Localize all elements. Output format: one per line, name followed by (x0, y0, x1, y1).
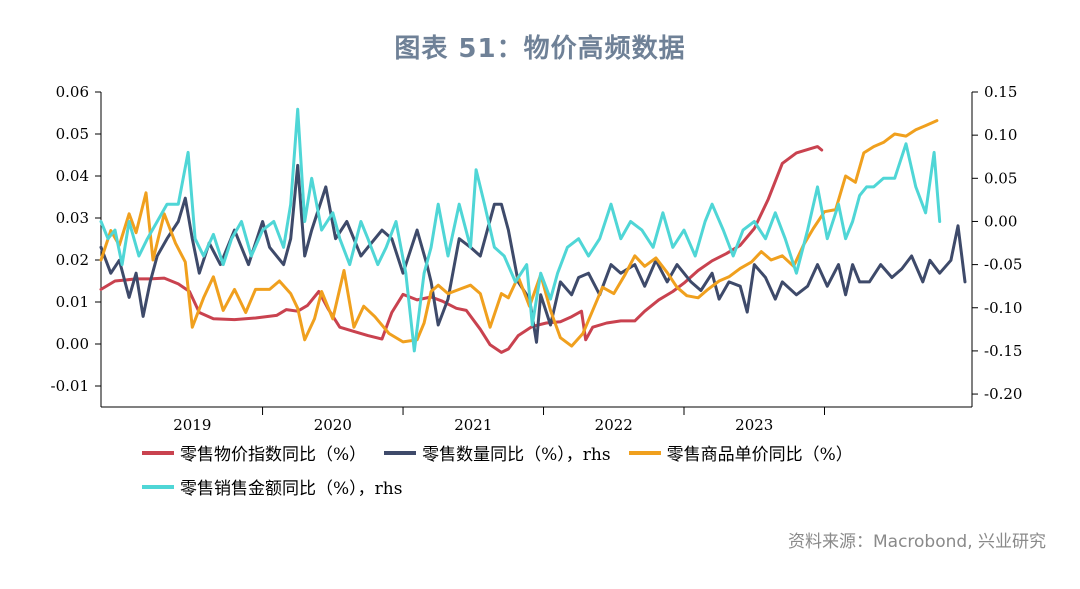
legend-label: 零售销售金额同比（%），rhs (180, 479, 403, 499)
legend-swatch (142, 450, 174, 455)
left-tick-label: 0.05 (56, 125, 89, 143)
legend-row-1: 零售物价指数同比（%） 零售数量同比（%），rhs 零售商品单价同比（%） (142, 440, 871, 465)
x-tick-label: 2021 (454, 416, 492, 434)
legend-label: 零售数量同比（%），rhs (422, 445, 611, 465)
legend-label: 零售商品单价同比（%） (666, 445, 853, 465)
left-tick-label: 0.02 (56, 251, 89, 269)
legend-swatch (384, 450, 417, 455)
right-tick-label: -0.10 (984, 299, 1022, 317)
right-tick-label: 0.10 (984, 126, 1017, 144)
left-tick-label: 0.03 (56, 209, 89, 227)
left-tick-label: 0.00 (56, 335, 89, 353)
legend-row-2: 零售销售金额同比（%），rhs (142, 474, 420, 499)
legend-label: 零售物价指数同比（%） (180, 445, 367, 465)
legend-swatch (628, 450, 661, 455)
right-tick-label: -0.20 (984, 385, 1022, 403)
left-tick-label: 0.04 (56, 167, 89, 185)
x-tick-label: 2023 (735, 416, 773, 434)
right-tick-label: 0.15 (984, 83, 1017, 101)
left-tick-label: 0.06 (56, 83, 89, 101)
x-tick-label: 2022 (595, 416, 633, 434)
series-line-0 (99, 145, 824, 354)
source-note: 资料来源：Macrobond, 兴业研究 (787, 532, 1046, 552)
left-tick-label: -0.01 (51, 377, 89, 395)
right-tick-label: -0.05 (984, 256, 1022, 274)
legend-item-retail-price-index: 零售物价指数同比（%） (142, 440, 366, 465)
legend-swatch (142, 484, 174, 489)
series-line-2 (99, 119, 939, 348)
legend-item-retail-volume: 零售数量同比（%），rhs (384, 440, 611, 465)
x-tick-label: 2020 (314, 416, 352, 434)
series-line-3 (99, 107, 942, 353)
legend-item-unit-price: 零售商品单价同比（%） (628, 440, 853, 465)
left-tick-label: 0.01 (56, 293, 89, 311)
x-tick-label: 2019 (173, 416, 211, 434)
chart-title: 图表 51：物价高频数据 (394, 34, 686, 64)
right-tick-label: 0.05 (984, 169, 1017, 187)
right-tick-label: -0.15 (984, 342, 1022, 360)
right-tick-label: 0.00 (984, 212, 1017, 230)
legend-item-sales-amount: 零售销售金额同比（%），rhs (142, 474, 402, 499)
